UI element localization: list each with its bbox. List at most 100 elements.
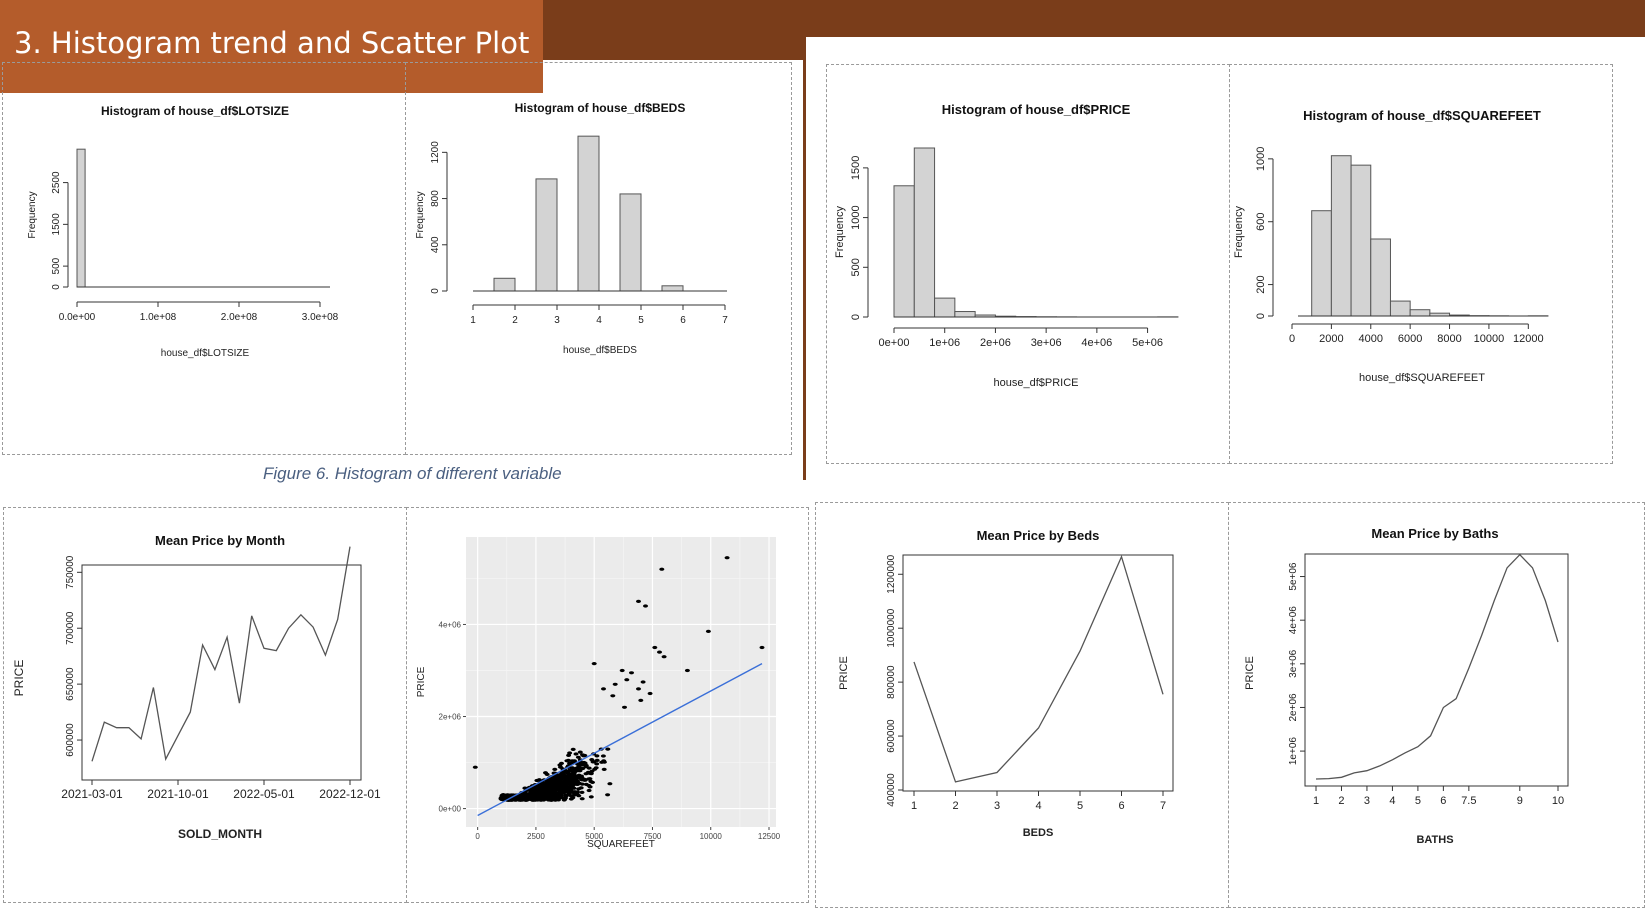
plot-box — [81, 564, 362, 781]
data-point — [536, 778, 542, 782]
data-point — [759, 645, 765, 650]
histogram-squarefeet: Histogram of house_df$SQUAREFEET house_df… — [1233, 108, 1549, 384]
y-tick-label: 0 — [51, 284, 62, 290]
x-tick-label: 4 — [1035, 800, 1041, 812]
histogram-bar — [1409, 309, 1431, 317]
data-point — [652, 645, 658, 650]
histogram-bar — [893, 185, 915, 318]
y-tick-label: 2e+06 — [439, 713, 462, 722]
x-axis-label: SOLD_MONTH — [178, 827, 262, 841]
x-tick-label: 5 — [1415, 795, 1421, 807]
chart-title: Histogram of house_df$LOTSIZE — [101, 104, 289, 118]
data-point — [624, 678, 630, 682]
panel-squarefeet — [1229, 64, 1613, 464]
x-tick-label: 7.5 — [1461, 795, 1476, 807]
y-tick-label: 4e+06 — [1288, 606, 1299, 635]
x-tick-label: 0.0e+00 — [59, 312, 96, 323]
x-tick-label: 2500 — [527, 832, 545, 841]
data-point — [544, 784, 550, 788]
x-axis-label: BATHS — [1416, 834, 1453, 846]
data-point — [588, 779, 594, 784]
data-point — [565, 758, 571, 762]
data-point — [559, 761, 564, 765]
data-point — [543, 771, 548, 775]
data-point — [578, 775, 584, 779]
data-point — [570, 790, 576, 794]
data-point — [574, 792, 580, 796]
y-tick-label: 500 — [850, 258, 862, 276]
line-mean-price-baths: Mean Price by Baths BATHS PRICE 1e+06 2e+06 3… — [1244, 526, 1569, 846]
data-point — [605, 747, 611, 751]
y-axis-label: Frequency — [1233, 206, 1245, 258]
data-point — [534, 788, 540, 792]
chart-title: Histogram of house_df$SQUAREFEET — [1303, 108, 1541, 123]
histogram-bar — [1330, 155, 1352, 317]
data-point — [554, 797, 560, 801]
x-tick-label: 1 — [1313, 795, 1319, 807]
data-point — [571, 767, 577, 771]
data-point — [550, 793, 556, 797]
x-axis-label: BEDS — [1023, 827, 1054, 839]
x-tick-label: 1 — [470, 315, 476, 326]
data-point — [640, 680, 646, 684]
data-point — [555, 781, 561, 785]
y-tick-label: 1500 — [850, 156, 862, 180]
data-point — [636, 687, 641, 691]
x-tick-label: 7 — [1160, 800, 1166, 812]
data-point — [573, 752, 579, 756]
histogram-bar — [535, 178, 558, 292]
data-point — [601, 767, 607, 771]
data-point — [567, 751, 573, 755]
data-point — [580, 753, 585, 757]
x-tick-label: 2000 — [1319, 333, 1343, 345]
panel-beds — [405, 62, 792, 455]
data-point — [550, 779, 555, 783]
data-point — [576, 762, 582, 766]
series-line — [913, 554, 1164, 783]
data-point — [579, 782, 585, 786]
data-point — [605, 793, 611, 797]
y-tick-label: 0 — [1255, 313, 1267, 319]
plot-background — [466, 537, 776, 827]
data-point — [583, 765, 589, 769]
y-axis-label: Frequency — [27, 191, 38, 238]
data-point — [566, 753, 572, 757]
data-point — [548, 798, 554, 802]
y-axis-label: Frequency — [834, 206, 846, 258]
data-point — [570, 772, 576, 776]
title-banner: 3. Histogram trend and Scatter Plot — [0, 0, 543, 93]
data-point — [579, 790, 585, 794]
y-tick-label: 700000 — [65, 611, 76, 645]
y-tick-label: 1200 — [430, 141, 441, 164]
y-tick-label: 800000 — [886, 665, 897, 699]
x-tick-label: 1e+06 — [929, 337, 960, 349]
x-tick-label: 12500 — [758, 832, 781, 841]
data-point — [594, 754, 600, 758]
slide-title: 3. Histogram trend and Scatter Plot — [14, 26, 530, 60]
data-point — [561, 782, 567, 786]
plot-box — [902, 554, 1174, 792]
histogram-bar — [913, 147, 936, 318]
data-point — [567, 780, 573, 784]
data-point — [612, 682, 618, 686]
x-tick-label: 12000 — [1513, 333, 1544, 345]
x-tick-label: 6000 — [1398, 333, 1422, 345]
histogram-bar — [76, 148, 86, 288]
x-tick-label: 8000 — [1437, 333, 1461, 345]
y-tick-label: 400 — [430, 236, 441, 253]
data-point — [575, 755, 581, 759]
x-axis-label: house_df$SQUAREFEET — [1359, 372, 1485, 384]
data-point — [601, 687, 606, 691]
histogram-price: Histogram of house_df$PRICE house_df$PRIC… — [834, 102, 1179, 389]
data-point — [561, 798, 567, 802]
x-tick-label: 7500 — [644, 832, 662, 841]
x-tick-label: 2.0e+08 — [221, 312, 258, 323]
data-point — [563, 788, 569, 792]
data-point — [558, 784, 564, 788]
x-tick-label: 5e+06 — [1132, 337, 1163, 349]
histogram-bar — [493, 277, 516, 292]
y-tick-label: 1000000 — [886, 608, 897, 647]
data-point — [588, 795, 594, 799]
y-tick-label: 650000 — [65, 667, 76, 701]
data-point — [581, 778, 587, 782]
